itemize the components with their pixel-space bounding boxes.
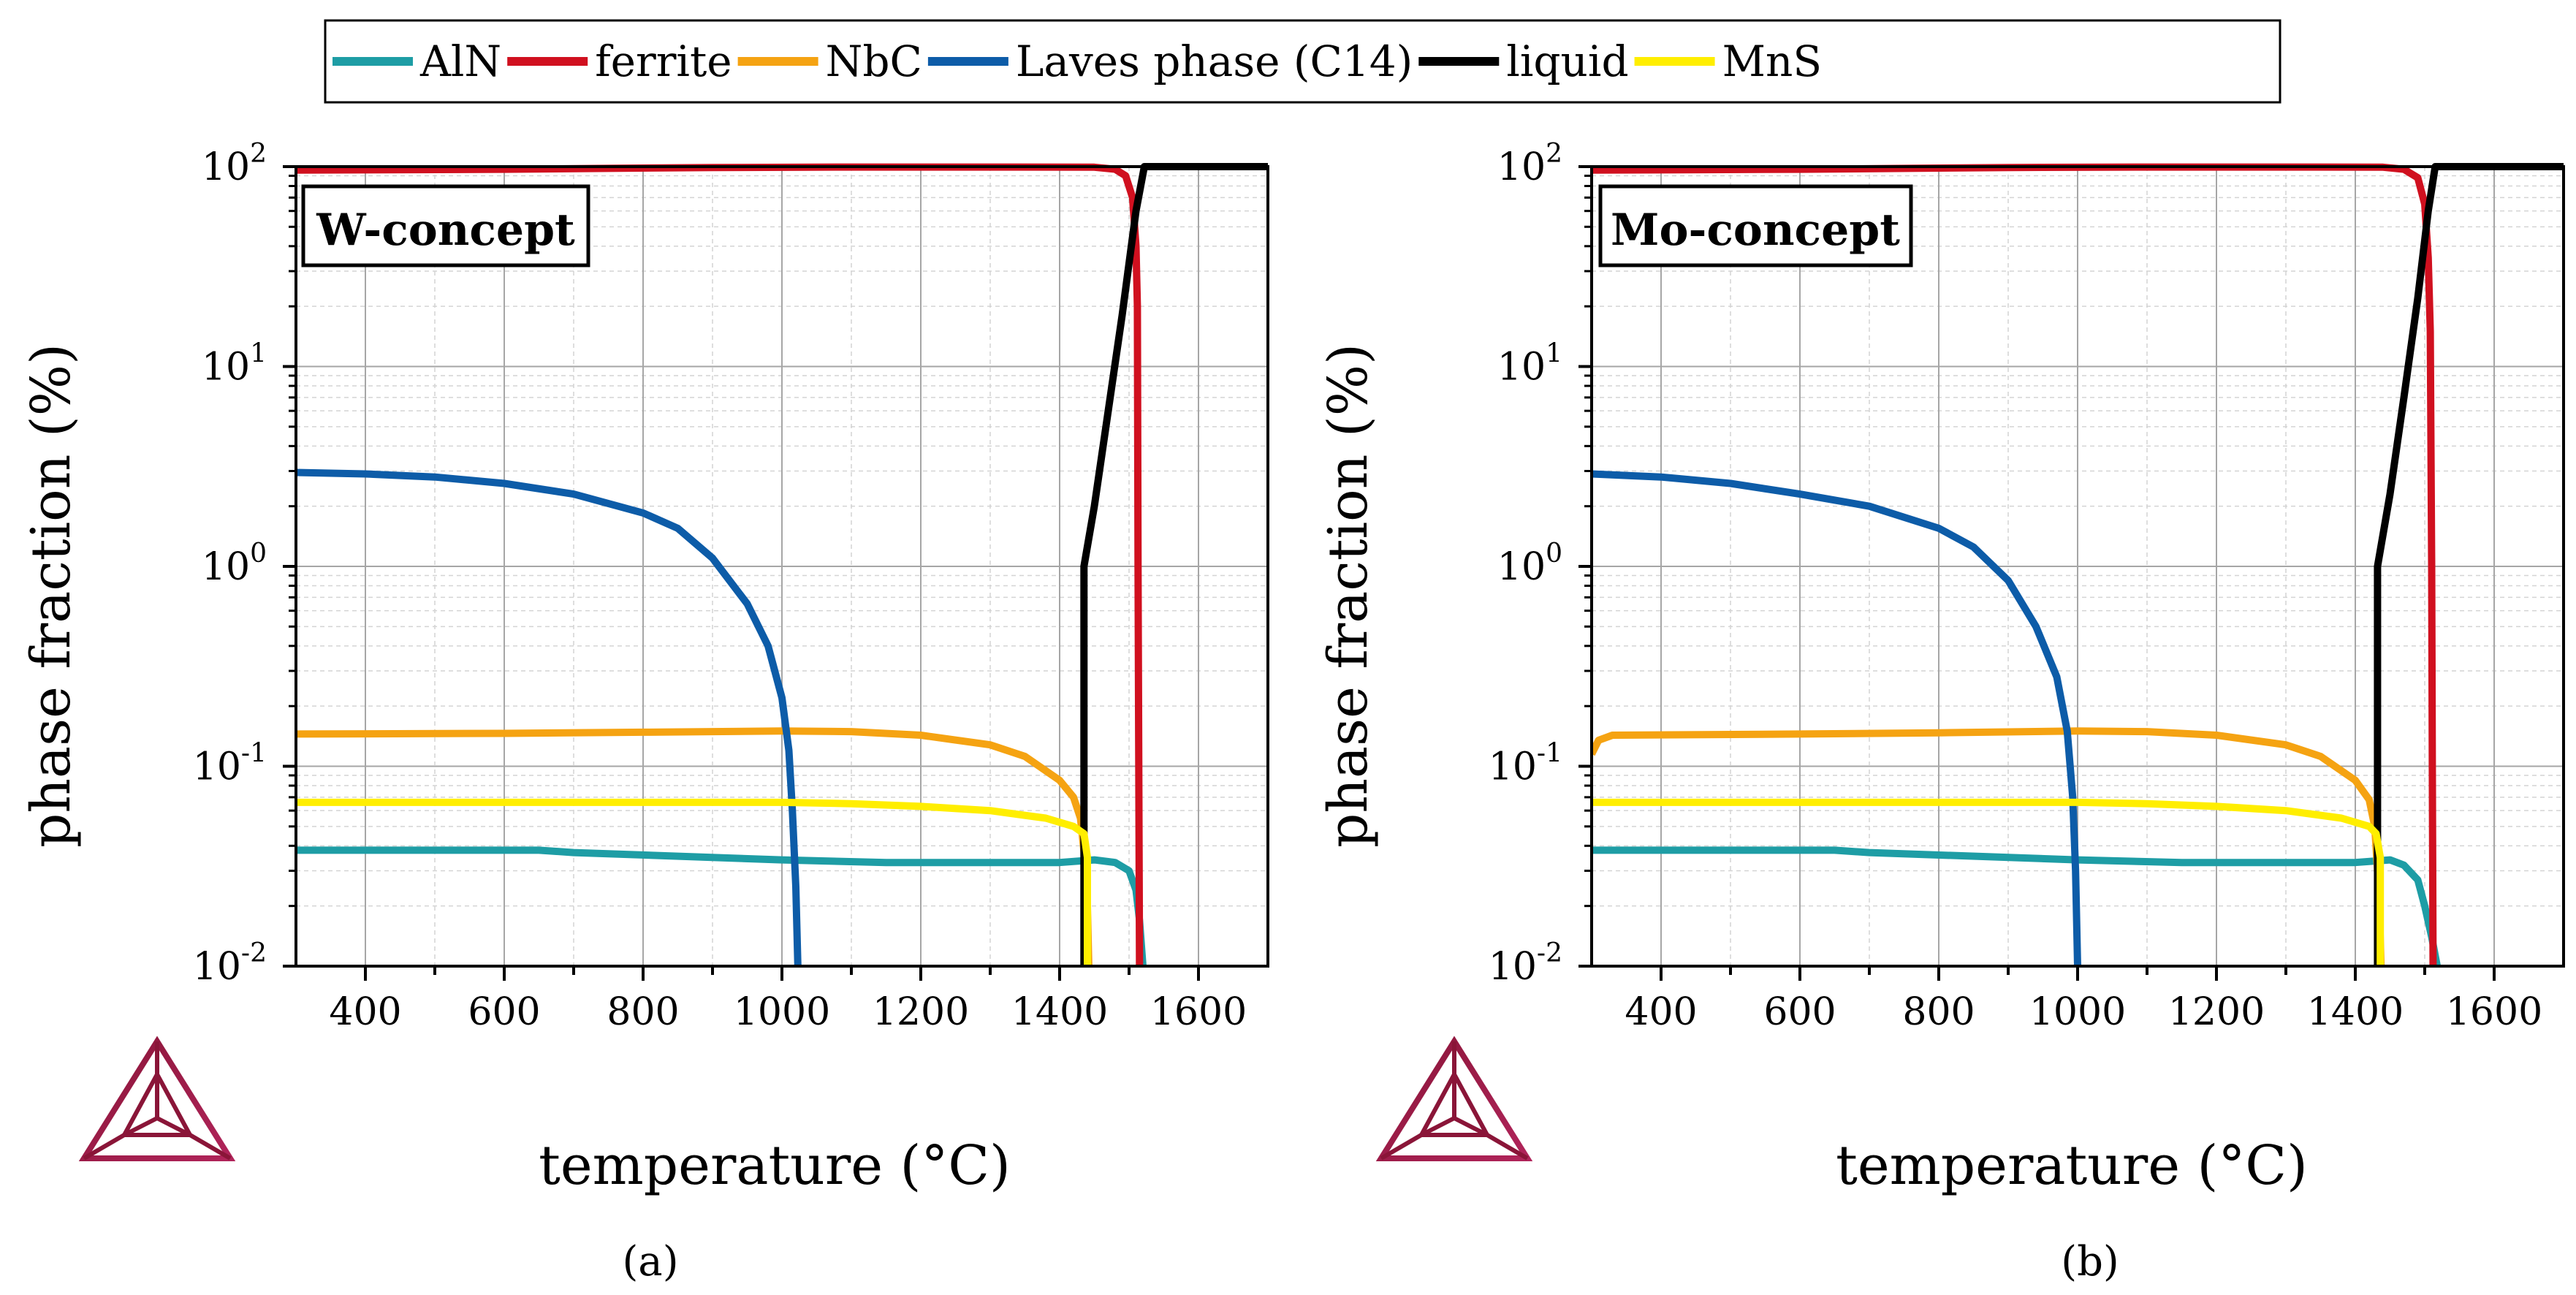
concept-box: Mo-concept — [1598, 184, 1913, 267]
concept-box: W-concept — [301, 184, 590, 267]
y-tick-label: 100 — [1497, 539, 1562, 589]
series-aln — [1592, 846, 2442, 966]
x-tick-label: 600 — [468, 990, 540, 1034]
y-tick-exponent: 0 — [250, 539, 267, 569]
series-aln — [296, 846, 1147, 966]
y-tick-base: 10 — [193, 745, 241, 789]
panel-label: (b) — [2061, 1238, 2119, 1285]
x-tick-label: 1200 — [873, 990, 969, 1034]
x-axis: 400 600 800 1000 1200 1400 1600 — [329, 966, 1247, 1034]
concept-frame — [1598, 184, 1913, 267]
concept-label: Mo-concept — [1611, 205, 1900, 256]
y-tick-label: 101 — [1497, 339, 1562, 390]
y-tick-base: 10 — [1497, 145, 1546, 189]
y-tick-base: 10 — [1489, 745, 1537, 789]
legend: AlN ferrite NbC Laves phase (C14) liquid MnS — [324, 19, 2281, 104]
y-tick-base: 10 — [202, 145, 250, 189]
series-liquid — [1080, 163, 1268, 966]
y-tick-exponent: -2 — [241, 938, 267, 968]
y-tick-label: 10-1 — [193, 739, 267, 789]
y-tick-label: 102 — [202, 139, 267, 189]
y-tick-exponent: 2 — [1546, 139, 1562, 169]
x-axis-title: temperature (°C) — [539, 1134, 1011, 1197]
y-tick-exponent: -2 — [1537, 938, 1562, 968]
x-tick-label: 600 — [1763, 990, 1836, 1034]
panel-mo-concept: 400 600 800 1000 1200 1400 1600 10-210-1100101… — [1317, 139, 2565, 1285]
legend-label: Laves phase (C14) — [1016, 37, 1413, 86]
panel-w-concept: 400 600 800 1000 1200 1400 1600 10-210-1100101… — [20, 139, 1269, 1285]
x-tick-label: 1400 — [1011, 990, 1108, 1034]
x-tick-label: 800 — [1902, 990, 1975, 1034]
panel-label: (a) — [622, 1238, 678, 1285]
y-axis-title: phase fraction (%) — [1317, 343, 1380, 848]
thermo-calc-logo-icon — [78, 1036, 236, 1161]
x-tick-label: 400 — [329, 990, 401, 1034]
concept-label: W-concept — [316, 205, 575, 256]
y-tick-label: 10-2 — [1489, 938, 1562, 989]
y-tick-base: 10 — [202, 545, 250, 589]
series-laves-phase-c14 — [296, 468, 802, 966]
y-tick-base: 10 — [202, 346, 250, 390]
y-tick-label: 101 — [202, 339, 267, 390]
legend-frame — [324, 19, 2281, 104]
y-tick-exponent: 2 — [250, 139, 267, 169]
concept-frame — [301, 184, 590, 267]
x-axis-title: temperature (°C) — [1836, 1134, 2308, 1197]
x-tick-label: 1600 — [2446, 990, 2542, 1034]
legend-label: NbC — [826, 37, 922, 86]
x-tick-label: 1000 — [734, 990, 830, 1034]
y-tick-exponent: -1 — [1537, 739, 1562, 769]
y-tick-exponent: 1 — [250, 339, 267, 369]
legend-label: AlN — [419, 37, 501, 86]
y-tick-base: 10 — [1497, 346, 1546, 390]
legend-label: ferrite — [595, 37, 732, 86]
y-axis-title: phase fraction (%) — [20, 343, 83, 848]
y-tick-base: 10 — [193, 945, 241, 989]
x-tick-label: 1400 — [2307, 990, 2404, 1034]
thermo-calc-logo-icon — [1375, 1036, 1533, 1161]
x-tick-label: 1200 — [2168, 990, 2265, 1034]
legend-label: MnS — [1722, 37, 1822, 86]
legend-label: liquid — [1506, 37, 1628, 86]
x-tick-label: 800 — [607, 990, 679, 1034]
y-tick-base: 10 — [1497, 545, 1546, 589]
series-mns — [1592, 798, 2385, 966]
y-tick-label: 100 — [202, 539, 267, 589]
series-laves-phase-c14 — [1592, 470, 2081, 966]
y-tick-base: 10 — [1489, 945, 1537, 989]
x-tick-label: 400 — [1625, 990, 1697, 1034]
y-tick-exponent: 1 — [1546, 339, 1562, 369]
x-axis: 400 600 800 1000 1200 1400 1600 — [1625, 966, 2542, 1034]
y-tick-exponent: -1 — [241, 739, 267, 769]
x-tick-label: 1600 — [1150, 990, 1247, 1034]
y-tick-label: 10-1 — [1489, 739, 1562, 789]
series-liquid — [2374, 163, 2564, 966]
series-mns — [296, 798, 1091, 966]
x-tick-label: 1000 — [2029, 990, 2126, 1034]
y-tick-exponent: 0 — [1546, 539, 1562, 569]
y-tick-label: 102 — [1497, 139, 1562, 189]
y-tick-label: 10-2 — [193, 938, 267, 989]
grid — [296, 166, 1268, 967]
